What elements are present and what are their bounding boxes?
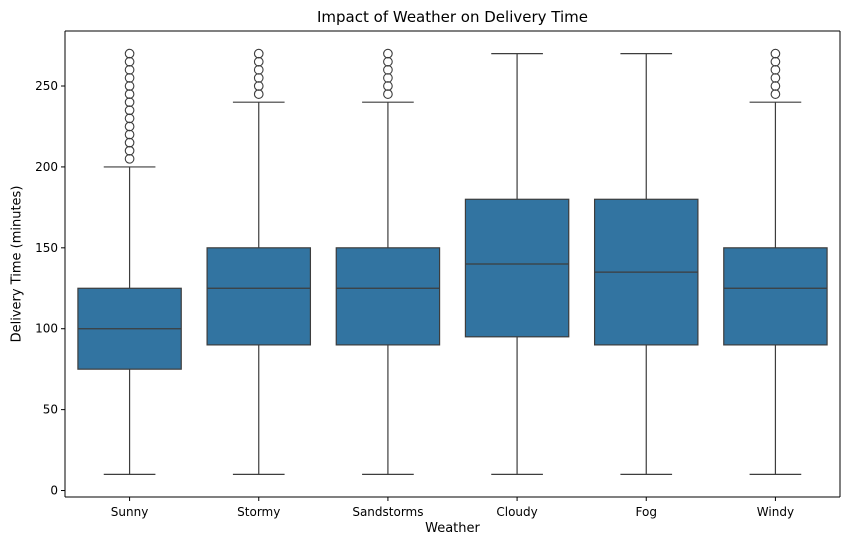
outlier-point [770, 73, 781, 83]
y-tick-label: 250 [35, 79, 58, 93]
x-tick-label: Sandstorms [352, 505, 423, 519]
outlier-point [253, 81, 264, 91]
outlier-point [770, 89, 781, 99]
outlier-point [253, 89, 264, 99]
box-iqr [335, 247, 441, 346]
x-tick-label: Stormy [237, 505, 280, 519]
outlier-point [253, 73, 264, 83]
outlier-point [124, 48, 135, 59]
box-iqr [464, 198, 570, 338]
outlier-point [124, 81, 135, 91]
outlier-point [383, 81, 393, 91]
outlier-point [383, 73, 393, 83]
outlier-point [124, 105, 135, 116]
x-tick-label: Cloudy [496, 505, 537, 519]
x-tick-label: Fog [636, 505, 657, 519]
outlier-point [124, 153, 135, 164]
outlier-point [124, 64, 135, 75]
box-iqr [723, 247, 828, 346]
outlier-point [383, 89, 393, 99]
outlier-point [383, 48, 393, 59]
outlier-point [770, 56, 781, 67]
outlier-point [770, 81, 781, 91]
outlier-point [253, 48, 264, 59]
outlier-point [124, 145, 135, 156]
y-tick-label: 100 [35, 322, 58, 336]
outlier-point [383, 56, 393, 67]
x-axis-label: Weather [425, 521, 480, 536]
outlier-point [253, 56, 264, 67]
y-tick-label: 0 [50, 484, 58, 498]
outlier-point [124, 113, 135, 124]
outlier-point [383, 64, 393, 75]
x-tick-label: Sunny [111, 505, 149, 519]
y-axis-label: Delivery Time (minutes) [9, 185, 25, 343]
outlier-point [770, 48, 781, 59]
y-tick-label: 200 [35, 160, 58, 174]
outlier-point [124, 89, 135, 99]
y-tick-label: 150 [35, 241, 58, 255]
box-iqr [206, 247, 312, 346]
outlier-point [770, 64, 781, 75]
outlier-point [124, 137, 135, 148]
outlier-point [124, 97, 135, 108]
y-tick-label: 50 [43, 403, 58, 417]
outlier-point [124, 121, 135, 132]
outlier-point [124, 56, 135, 67]
outlier-point [253, 64, 264, 75]
x-tick-label: Windy [757, 505, 794, 519]
chart-title: Impact of Weather on Delivery Time [317, 8, 588, 26]
outlier-point [124, 129, 135, 140]
outlier-point [124, 73, 135, 83]
